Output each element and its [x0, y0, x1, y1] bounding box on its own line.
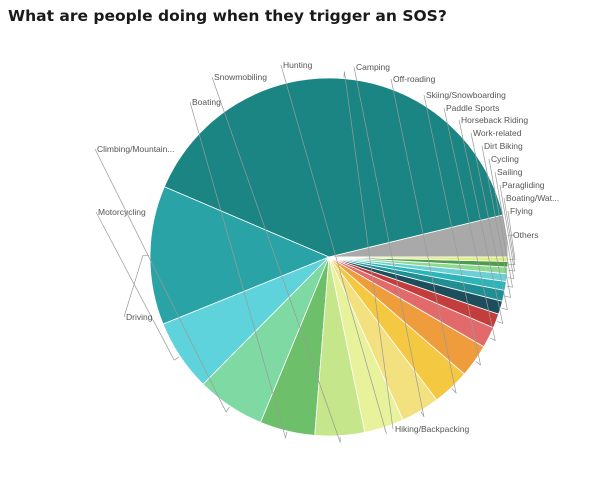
leader-line-paragliding: [499, 184, 515, 272]
leader-line-driving: [123, 254, 149, 318]
leader-line-hunting: [280, 64, 387, 435]
leader-line-dirt-biking: [481, 145, 512, 298]
slice-label-boating: Boating: [192, 97, 221, 107]
leader-line-camping: [353, 66, 425, 418]
pie-slice-driving: [149, 186, 331, 325]
slice-label-hiking-backpacking: Hiking/Backpacking: [395, 424, 469, 434]
leader-line-others: [507, 234, 514, 237]
slice-label-sailing: Sailing: [497, 167, 523, 177]
leader-lines: [94, 64, 516, 443]
slice-label-flying: Flying: [510, 206, 533, 216]
leader-line-boating: [189, 101, 288, 440]
leader-line-flying: [507, 210, 516, 260]
slice-label-work-related: Work-related: [473, 128, 522, 138]
slice-label-horseback-riding: Horseback Riding: [461, 115, 528, 125]
leader-line-snowmobiling: [211, 76, 341, 443]
slice-label-climbing-mountain: Climbing/Mountain...: [97, 144, 174, 154]
leader-line-off-roading: [390, 78, 457, 395]
slice-label-skiing-snowboarding: Skiing/Snowboarding: [426, 90, 506, 100]
slice-label-paddle-sports: Paddle Sports: [446, 103, 499, 113]
slice-label-others: Others: [513, 230, 539, 240]
slice-label-hunting: Hunting: [283, 60, 313, 70]
pie-slices: [149, 77, 509, 437]
leader-line-skiing-snowboarding: [423, 94, 482, 366]
leader-line-horseback-riding: [458, 119, 504, 325]
slice-label-cycling: Cycling: [491, 154, 519, 164]
slice-label-camping: Camping: [356, 62, 390, 72]
leader-line-cycling: [488, 158, 513, 288]
leader-line-hiking-backpacking: [343, 71, 394, 430]
leader-line-climbing-mountain: [94, 148, 230, 413]
slice-label-motorcycling: Motorcycling: [98, 207, 146, 217]
leader-line-paddle-sports: [443, 107, 496, 342]
leader-line-work-related: [470, 132, 508, 311]
leader-line-boating-wat: [503, 197, 516, 265]
slice-label-paragliding: Paragliding: [502, 180, 545, 190]
slice-label-snowmobiling: Snowmobiling: [214, 72, 267, 82]
slice-label-driving: Driving: [126, 312, 153, 322]
slice-label-dirt-biking: Dirt Biking: [484, 141, 523, 151]
slice-labels: Others Hiking/Backpacking Driving Motorcycl…: [97, 60, 559, 434]
leader-line-motorcycling: [95, 211, 180, 361]
leader-line-sailing: [494, 171, 515, 279]
chart-title: What are people doing when they trigger …: [8, 7, 447, 25]
slice-label-off-roading: Off-roading: [393, 74, 436, 84]
slice-label-boating-wat: Boating/Wat...: [506, 193, 559, 203]
